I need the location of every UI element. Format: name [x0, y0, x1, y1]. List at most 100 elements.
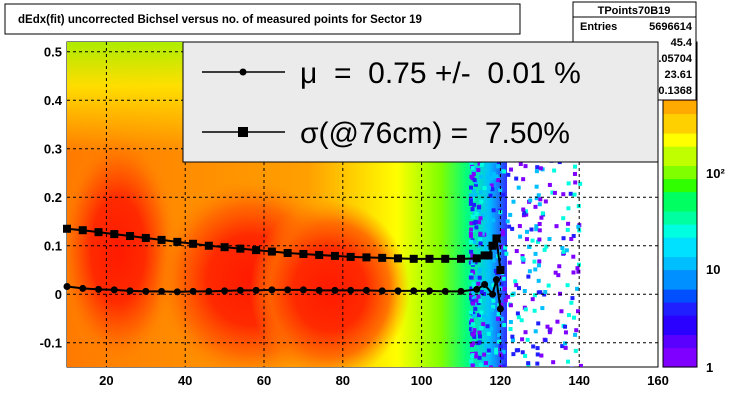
sparse-pixel [501, 349, 506, 354]
sparse-pixel [578, 181, 583, 186]
sparse-pixel [519, 318, 524, 323]
sparse-pixel [486, 348, 491, 353]
sparse-pixel [537, 202, 542, 207]
x-tick-label: 80 [336, 373, 350, 388]
sparse-pixel [478, 190, 483, 195]
sparse-pixel [556, 273, 561, 278]
sparse-pixel [507, 224, 512, 229]
sparse-pixel [482, 352, 487, 357]
sparse-pixel [476, 294, 481, 299]
sparse-pixel [489, 326, 494, 331]
sparse-pixel [510, 338, 515, 343]
sparse-pixel [473, 306, 478, 311]
stats-value-4: 23.61 [664, 69, 692, 81]
heatmap-core-1 [67, 135, 178, 365]
sparse-pixel [534, 227, 539, 232]
sparse-pixel [539, 353, 544, 358]
sparse-pixel [536, 321, 541, 326]
data-point-mu [221, 287, 229, 295]
data-point-mu [362, 286, 370, 294]
sparse-pixel [474, 225, 479, 230]
stats-title: TPoints70B19 [598, 5, 671, 17]
sparse-pixel [472, 328, 477, 333]
sparse-pixel [476, 281, 481, 286]
legend: μ = 0.75 +/- 0.01 % σ(@76cm) = 7.50% [182, 41, 659, 163]
sparse-pixel [470, 363, 475, 367]
colorbar-segment [663, 172, 697, 180]
sparse-pixel [508, 303, 513, 308]
data-point-sigma [488, 241, 497, 250]
sparse-pixel [483, 360, 488, 365]
sparse-pixel [468, 327, 473, 332]
data-point-mu [126, 287, 134, 295]
sparse-pixel [518, 234, 523, 239]
sparse-pixel [535, 361, 540, 366]
sparse-pixel [543, 289, 548, 294]
data-point-sigma [484, 251, 493, 260]
data-point-sigma [78, 226, 87, 235]
colorbar-segment [663, 263, 697, 271]
sparse-pixel [547, 237, 552, 242]
data-point-sigma [441, 254, 450, 263]
sparse-pixel [521, 207, 526, 212]
sparse-pixel [525, 337, 530, 342]
sparse-pixel [478, 231, 483, 236]
sparse-pixel [575, 266, 580, 271]
data-point-sigma [157, 235, 166, 244]
colorbar-segment [663, 224, 697, 232]
sparse-pixel [523, 307, 528, 312]
sparse-pixel [529, 227, 534, 232]
data-point-mu [425, 287, 433, 295]
x-tick-label: 60 [257, 373, 271, 388]
sparse-pixel [473, 182, 478, 187]
sparse-pixel [470, 207, 475, 212]
sparse-pixel [481, 322, 486, 327]
sparse-pixel [471, 299, 476, 304]
sparse-pixel [568, 191, 573, 196]
sparse-pixel [561, 216, 566, 221]
sparse-pixel [478, 174, 483, 179]
colorbar-segment [663, 191, 697, 199]
x-tick-label: 160 [647, 373, 669, 388]
sparse-pixel [472, 313, 477, 318]
sparse-pixel [473, 351, 478, 356]
sparse-pixel [498, 344, 503, 349]
sparse-pixel [490, 187, 495, 192]
sparse-pixel [471, 291, 476, 296]
sparse-pixel [480, 366, 485, 367]
data-point-sigma [330, 251, 339, 260]
sparse-pixel [522, 211, 527, 216]
sparse-pixel [576, 269, 581, 274]
sparse-pixel [574, 328, 579, 333]
sparse-pixel [564, 248, 569, 253]
sparse-pixel [514, 249, 519, 254]
colorbar-segment [663, 230, 697, 238]
sparse-pixel [468, 292, 473, 297]
y-axis-ticks: -0.1 0 0.1 0.2 0.3 0.4 0.5 [40, 45, 63, 351]
sparse-pixel [479, 199, 484, 204]
sparse-pixel [471, 188, 476, 193]
sparse-pixel [560, 246, 565, 251]
legend-frame [182, 41, 659, 163]
data-point-sigma [409, 254, 418, 263]
x-tick-label: 40 [178, 373, 192, 388]
sparse-pixel [510, 334, 515, 339]
sparse-pixel [502, 286, 507, 291]
sparse-pixels [468, 150, 583, 367]
sparse-pixel [470, 165, 475, 170]
colorbar-segment [663, 360, 697, 368]
sparse-pixel [517, 224, 522, 229]
data-point-mu [95, 285, 103, 293]
sparse-pixel [561, 236, 566, 241]
sparse-pixel [478, 362, 483, 367]
sparse-pixel [530, 238, 535, 243]
sparse-pixel [470, 301, 475, 306]
sparse-pixel [542, 247, 547, 252]
sparse-pixel [565, 227, 570, 232]
sparse-pixel [474, 211, 479, 216]
sparse-pixel [511, 352, 516, 357]
sparse-pixel [491, 208, 496, 213]
legend-marker-mu [239, 68, 247, 76]
sparse-pixel [470, 253, 475, 258]
sparse-pixel [536, 290, 541, 295]
